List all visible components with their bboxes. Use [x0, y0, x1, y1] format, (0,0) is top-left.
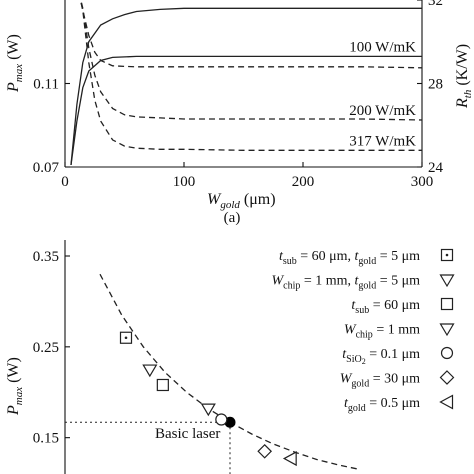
panel-a-y-tick-label: 0.11: [33, 77, 59, 93]
panel-a-x-tick-label: 200: [292, 174, 315, 190]
legend-entry-label: tsub = 60 μm: [351, 298, 420, 316]
basic-laser-label: Basic laser: [155, 426, 220, 442]
data-point-triangle-down: [142, 364, 158, 378]
legend-marker-square-dot-dot: [445, 253, 449, 257]
panel-a-right-axis-label: Rth (K/W): [454, 44, 474, 109]
panel-a-series-line: [70, 7, 422, 165]
data-point-square: [156, 378, 169, 392]
legend-entry-label: Wchip = 1 mm, tgold = 5 μm: [271, 274, 420, 292]
panel-a-series-label: 200 W/mK: [349, 103, 416, 119]
panel-b-chart: 0.15 0.25 0.35 tsub = 60 μm, tgold = 5 μm W…: [5, 240, 455, 474]
panel-a-series-line: [70, 55, 422, 165]
legend-entry-label: Wchip = 1 mm: [344, 323, 420, 341]
panel-a-right-tick-label: 28: [428, 77, 443, 93]
legend-marker-square-dot: [440, 248, 454, 262]
data-point-square-dot-dot: [124, 336, 128, 340]
legend-entry-label: tsub = 60 μm, tgold = 5 μm: [279, 249, 420, 267]
panel-a-label: (a): [224, 210, 241, 226]
panel-a-series-label: 317 W/mK: [349, 133, 416, 149]
legend-marker-triangle-down: [439, 274, 455, 288]
legend-marker-square: [440, 297, 454, 311]
panel-a-x-tick-label: 0: [61, 174, 69, 190]
data-point-diamond: [257, 443, 273, 459]
panel-b-y-tick-label: 0.15: [33, 431, 59, 447]
data-point-square-shape: [156, 378, 169, 392]
panel-a-x-tick-label: 300: [411, 174, 434, 190]
panel-a-y-axis-label: Pmax (W): [5, 34, 25, 93]
panel-b-y-tick-label: 0.35: [33, 249, 59, 265]
panel-a-x-axis-label: Wgold (μm): [207, 191, 276, 211]
panel-a-right-tick-label: 24: [428, 160, 444, 176]
panel-a-chart: 0 100 200 300 0.07 0.11 24 28 32 100 W/mK 200 W/m…: [5, 0, 474, 226]
panel-a-right-tick-label: 32: [428, 0, 443, 9]
data-point-triangle-down: [200, 403, 216, 417]
legend-marker-diamond: [439, 370, 455, 385]
panel-a-x-tick-label: 100: [173, 174, 196, 190]
panel-a-series-line: [80, 0, 423, 121]
data-point-triangle-left: [282, 451, 297, 467]
legend-marker-circle: [440, 346, 454, 360]
legend-marker-square-shape: [440, 297, 454, 311]
legend-entry-label: tgold = 0.5 μm: [344, 396, 420, 414]
panel-b-y-axis-label: Pmax (W): [5, 357, 25, 416]
panel-b-y-tick-label: 0.25: [33, 340, 59, 356]
legend-marker-triangle-down: [439, 323, 455, 337]
data-point-square-dot: [119, 331, 133, 344]
panel-a-series-label: 100 W/mK: [349, 39, 416, 55]
panel-b-trend-curve: [99, 273, 361, 471]
panel-a-y-tick-label: 0.07: [33, 160, 60, 176]
panel-a-series-line: [79, 0, 422, 151]
data-point-circle: [215, 413, 228, 426]
panel-a-series-line: [79, 0, 423, 69]
legend-entry-label: Wgold = 30 μm: [340, 372, 420, 390]
legend-marker-triangle-left: [439, 394, 454, 410]
legend-entry-label: tSiO2 = 0.1 μm: [342, 347, 420, 366]
